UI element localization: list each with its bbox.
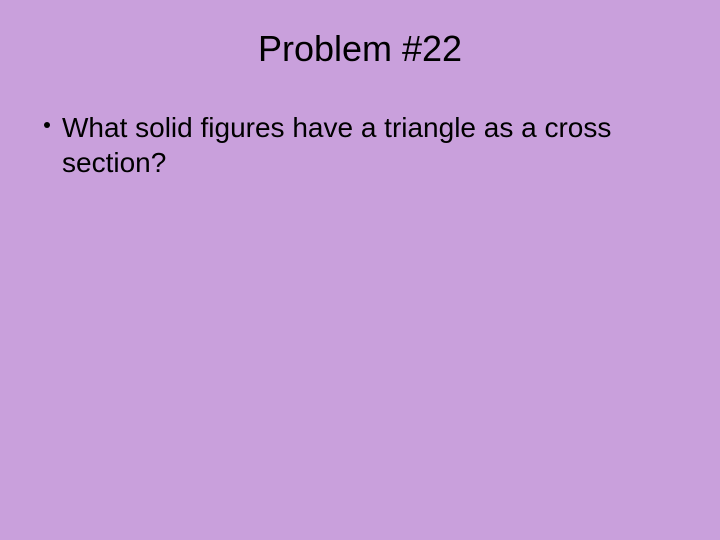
bullet-marker-icon <box>44 122 50 128</box>
bullet-list: What solid figures have a triangle as a … <box>30 110 690 180</box>
slide: Problem #22 What solid figures have a tr… <box>0 0 720 540</box>
bullet-text: What solid figures have a triangle as a … <box>62 110 690 180</box>
slide-title: Problem #22 <box>30 28 690 70</box>
bullet-item: What solid figures have a triangle as a … <box>44 110 690 180</box>
